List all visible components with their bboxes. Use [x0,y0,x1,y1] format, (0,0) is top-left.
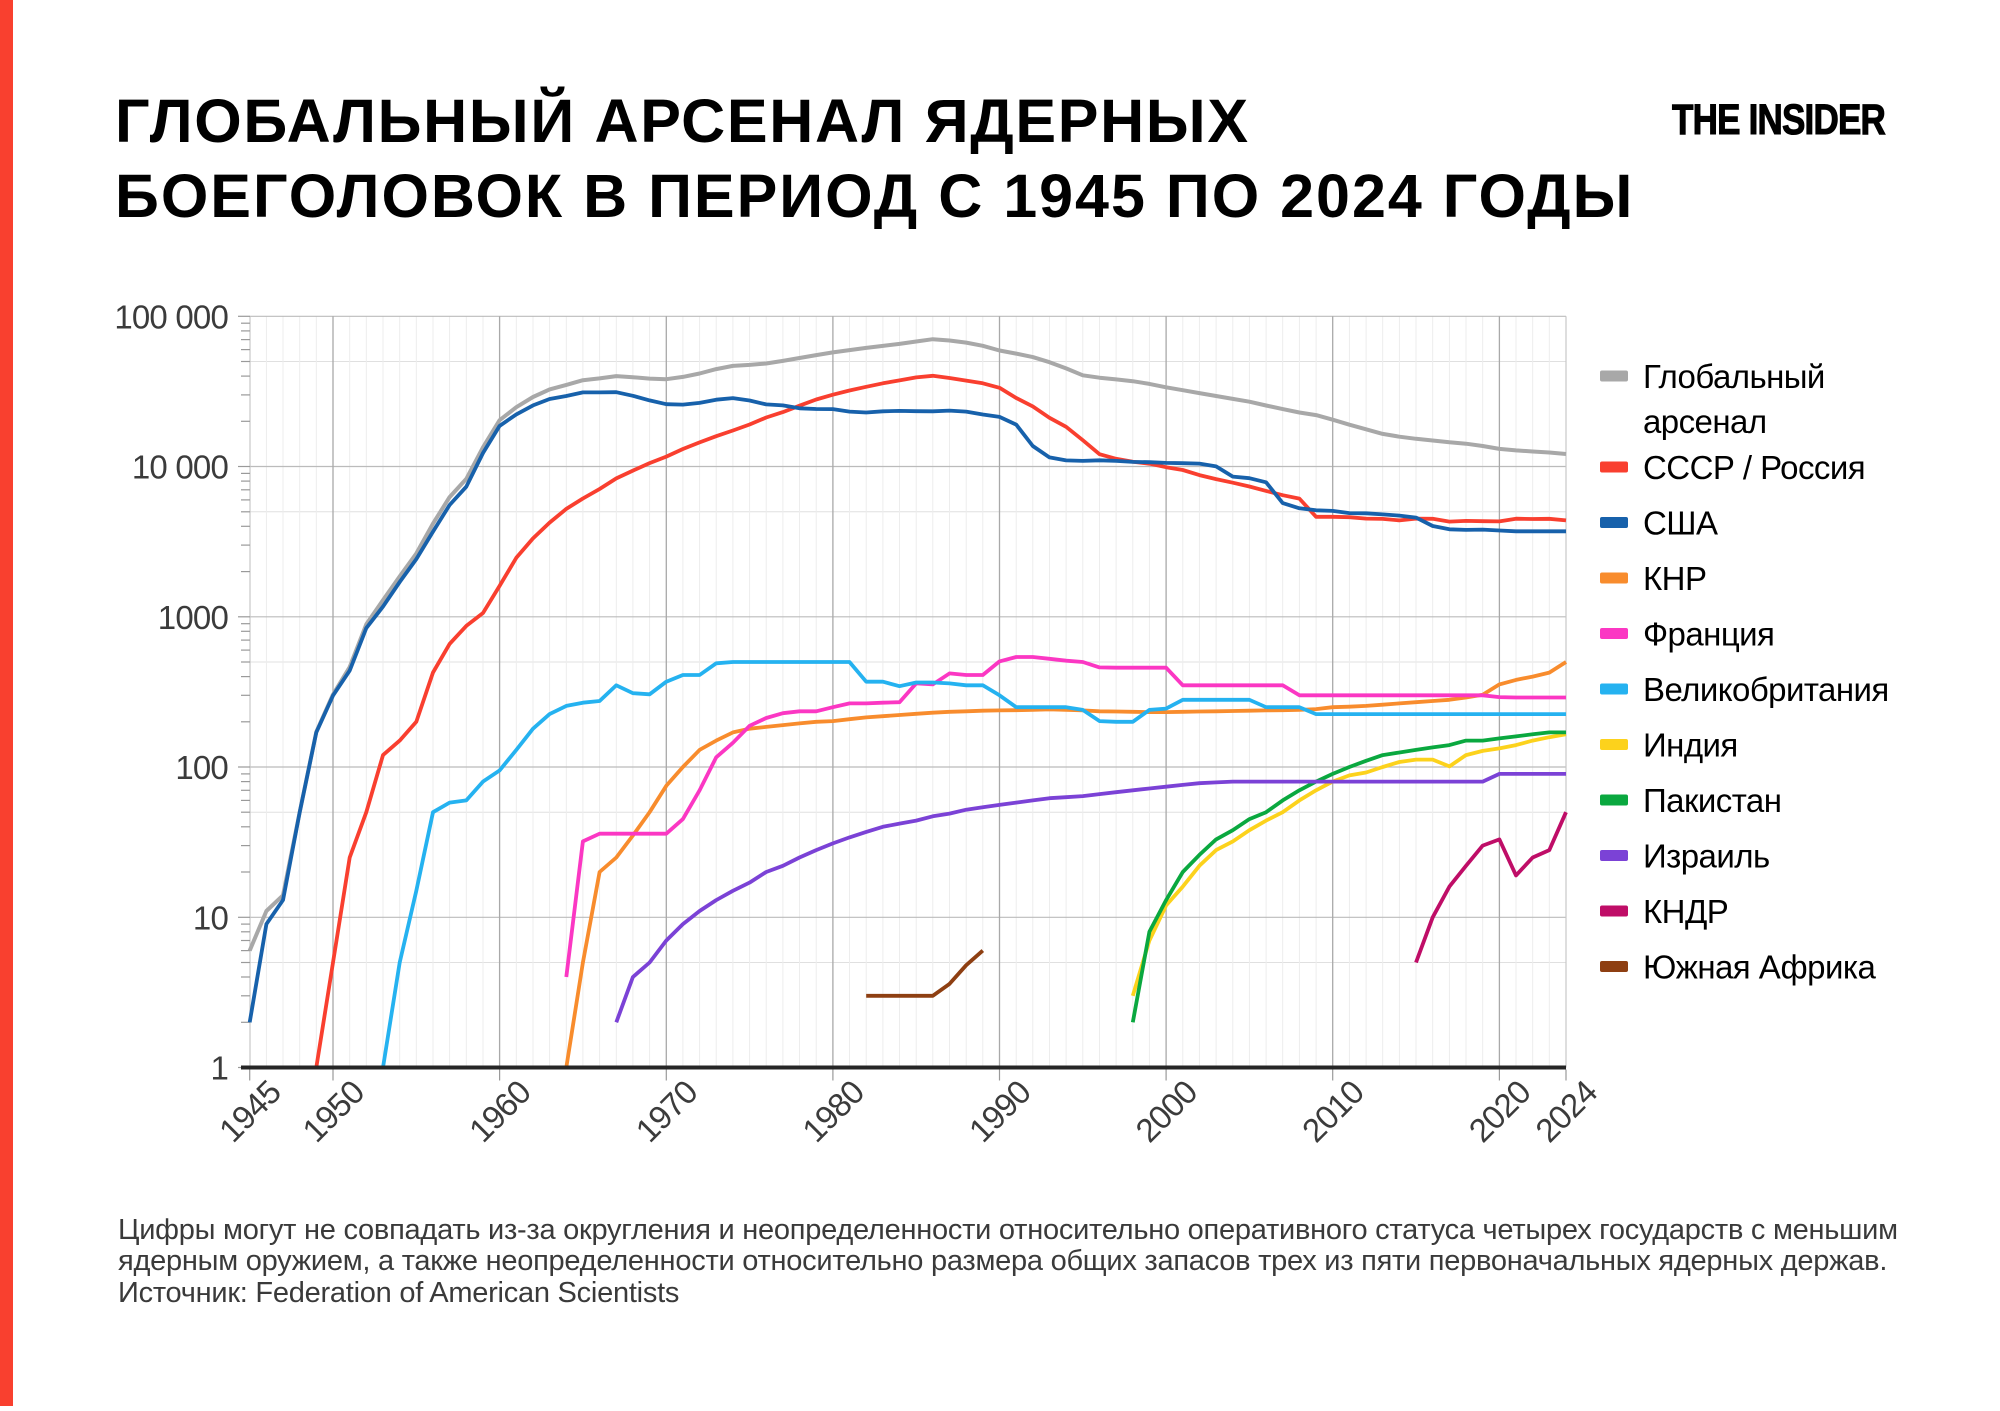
svg-text:100 000: 100 000 [114,298,228,335]
svg-text:100: 100 [175,749,228,786]
svg-text:1000: 1000 [158,599,229,636]
svg-text:Великобритания: Великобритания [1643,671,1889,708]
svg-text:Индия: Индия [1643,727,1738,764]
svg-text:1970: 1970 [628,1073,704,1149]
svg-text:СССР / Россия: СССР / Россия [1643,449,1865,486]
svg-text:КНДР: КНДР [1643,893,1728,930]
svg-text:1950: 1950 [295,1073,371,1149]
svg-text:2010: 2010 [1295,1073,1371,1149]
svg-text:1960: 1960 [462,1073,538,1149]
svg-text:1: 1 [210,1050,228,1087]
svg-text:1980: 1980 [795,1073,871,1149]
svg-text:Франция: Франция [1643,616,1774,653]
svg-text:1990: 1990 [962,1073,1038,1149]
svg-text:Пакистан: Пакистан [1643,782,1781,819]
svg-text:2000: 2000 [1128,1073,1204,1149]
svg-text:арсенал: арсенал [1643,403,1767,440]
svg-text:Южная Африка: Южная Африка [1643,949,1876,986]
svg-text:КНР: КНР [1643,560,1706,597]
svg-text:США: США [1643,505,1718,542]
svg-text:Глобальный: Глобальный [1643,358,1825,395]
svg-text:2024: 2024 [1528,1073,1604,1149]
svg-text:10: 10 [193,899,229,936]
svg-text:Израиль: Израиль [1643,838,1770,875]
svg-text:10 000: 10 000 [132,449,229,486]
svg-text:2020: 2020 [1462,1073,1538,1149]
